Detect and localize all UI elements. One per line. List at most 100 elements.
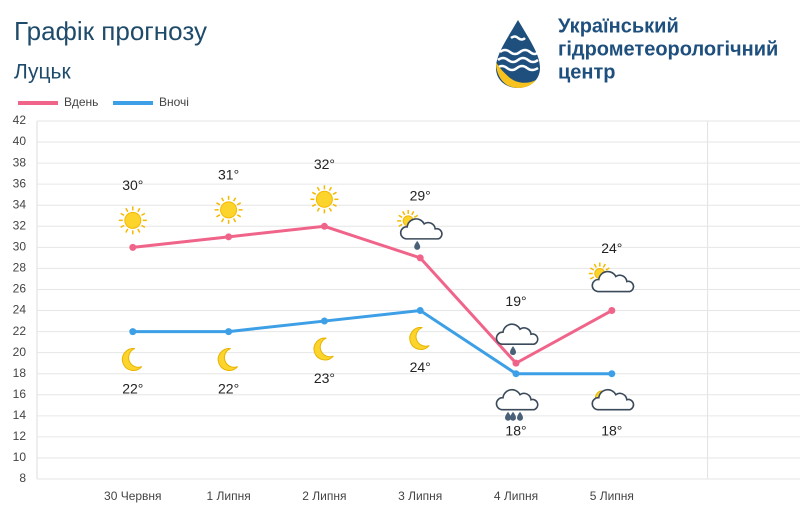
y-tick-label: 38 <box>13 155 27 169</box>
data-point <box>416 307 424 315</box>
legend-label: Вдень <box>64 95 98 109</box>
x-tick-label: 3 Липня <box>398 489 442 503</box>
x-tick-label: 2 Липня <box>302 489 346 503</box>
value-label: 23° <box>314 370 335 386</box>
sun-ray <box>328 186 333 192</box>
value-label: 29° <box>410 188 431 204</box>
y-tick-label: 40 <box>13 134 27 148</box>
weather-icon <box>217 348 238 371</box>
sun-ray <box>236 214 242 218</box>
data-point <box>512 370 520 378</box>
sun-ray <box>311 203 317 207</box>
value-label: 31° <box>218 167 239 183</box>
sun-ray <box>316 207 321 212</box>
cloud <box>591 388 635 411</box>
sun-ray <box>589 276 595 280</box>
value-label: 24° <box>410 359 431 375</box>
y-tick-label: 32 <box>13 218 27 232</box>
data-point <box>608 307 616 315</box>
y-tick-label: 10 <box>13 450 27 464</box>
y-tick-label: 12 <box>13 429 27 443</box>
data-point <box>225 328 233 336</box>
sun-ray <box>602 263 606 268</box>
y-tick-label: 22 <box>13 324 27 338</box>
sun-ray <box>236 202 242 206</box>
moon <box>121 348 143 371</box>
y-tick-label: 14 <box>13 408 27 422</box>
rain-drop <box>505 411 511 421</box>
cloud <box>591 270 635 293</box>
value-label: 22° <box>218 380 239 396</box>
value-label: 18° <box>505 422 526 438</box>
weather-icon <box>588 262 635 293</box>
org-name: центр <box>558 61 616 83</box>
moon <box>217 348 238 371</box>
sun-ray <box>232 218 237 223</box>
cloud <box>495 323 539 345</box>
x-tick-label: 1 Липня <box>206 489 250 503</box>
sun-ray <box>216 202 221 206</box>
y-tick-label: 20 <box>13 345 27 359</box>
y-tick-label: 18 <box>13 366 27 380</box>
sun-ray <box>220 218 225 223</box>
rain-drop <box>510 411 516 421</box>
value-label: 32° <box>314 156 335 172</box>
sun-ray <box>232 197 237 202</box>
weather-icon <box>409 327 430 350</box>
weather-icon <box>310 185 339 214</box>
x-tick-label: 4 Липня <box>494 489 538 503</box>
sun-ray <box>605 267 610 271</box>
sun-ray <box>120 212 125 217</box>
weather-icon <box>495 388 539 421</box>
sun-ray <box>141 212 146 217</box>
series-line <box>132 224 613 366</box>
data-point <box>608 370 616 378</box>
data-point <box>320 222 328 230</box>
weather-icon <box>313 337 334 361</box>
y-tick-label: 26 <box>13 282 27 296</box>
series-line <box>132 308 612 376</box>
y-tick-label: 30 <box>13 240 27 254</box>
data-point <box>512 359 520 367</box>
sun-ray <box>332 203 337 207</box>
sun-ray <box>398 223 403 228</box>
chart-title: Графік прогнозу <box>14 16 207 46</box>
sun-ray <box>137 228 141 233</box>
sun-ray <box>125 207 129 213</box>
cloud <box>495 388 539 411</box>
y-tick-label: 8 <box>19 471 26 485</box>
moon <box>409 327 430 350</box>
sun-ray <box>411 210 415 216</box>
sun-ray <box>216 214 221 218</box>
sun <box>220 201 238 219</box>
sun-ray <box>120 224 125 229</box>
y-tick-label: 42 <box>13 113 27 127</box>
y-tick-label: 34 <box>13 197 27 211</box>
sun-ray <box>316 186 321 192</box>
legend-label: Вночі <box>159 95 189 109</box>
org-name: гідрометеорологічний <box>558 38 778 60</box>
sun <box>315 190 333 208</box>
rain-drop <box>414 240 421 250</box>
weather-icon <box>397 209 443 250</box>
weather-icon <box>118 206 147 235</box>
sun-ray <box>137 207 141 213</box>
sun-ray <box>328 207 333 212</box>
sun-ray <box>332 191 337 195</box>
sun-ray <box>125 228 129 233</box>
y-tick-label: 24 <box>13 303 27 317</box>
value-label: 30° <box>122 177 143 193</box>
sun-ray <box>413 214 419 219</box>
y-tick-label: 16 <box>13 387 27 401</box>
sun-ray <box>220 197 225 202</box>
y-tick-label: 28 <box>13 261 27 275</box>
chart-subtitle: Луцьк <box>14 61 71 84</box>
weather-icon <box>495 323 539 356</box>
data-point <box>129 243 137 251</box>
sun-ray <box>398 214 403 219</box>
weather-icon <box>121 348 143 371</box>
sun-ray <box>402 210 406 216</box>
sun-ray <box>593 263 597 268</box>
data-point <box>320 317 328 325</box>
